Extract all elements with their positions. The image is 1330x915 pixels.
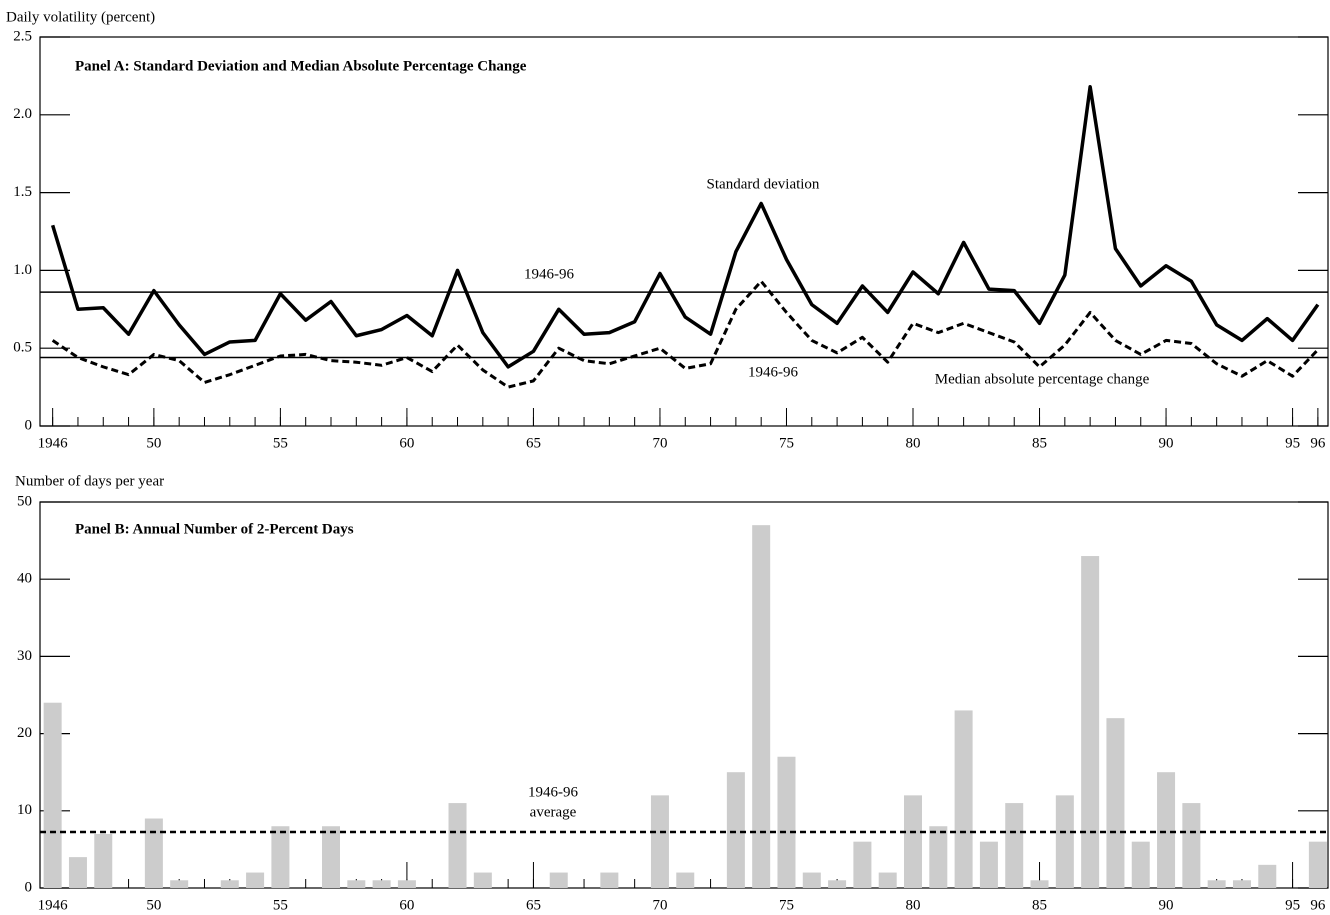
bar: [1081, 556, 1100, 888]
x-tick-label: 96: [1310, 435, 1326, 451]
bar: [777, 756, 796, 888]
line: [50, 85, 1320, 369]
x-tick-label: 90: [1159, 897, 1174, 913]
x-tick-label: 95: [1285, 897, 1300, 913]
bar: [650, 795, 669, 888]
bar: [94, 833, 113, 888]
x-tick-label: 55: [273, 897, 288, 913]
bar: [954, 710, 973, 888]
bar: [372, 880, 391, 888]
y-tick-label: 0: [25, 879, 33, 895]
bar: [322, 826, 341, 888]
x-tick-label: 1946: [38, 897, 69, 913]
y-tick-label: 0: [25, 417, 33, 433]
bar: [1157, 772, 1176, 888]
x-tick-label: 50: [146, 435, 161, 451]
y-tick-label: 1.0: [13, 262, 32, 278]
bar: [1258, 864, 1277, 888]
bar: [448, 803, 467, 888]
bar: [752, 525, 771, 888]
bar: [676, 872, 695, 888]
bar: [170, 880, 189, 888]
bar: [878, 872, 897, 888]
bar: [904, 795, 923, 888]
panel-title: Panel B: Annual Number of 2-Percent Days: [75, 521, 354, 537]
bar: [1182, 803, 1201, 888]
y-tick-label: 2.5: [13, 28, 32, 44]
bar: [271, 826, 290, 888]
bar: [979, 841, 998, 888]
bar: [43, 702, 62, 888]
x-tick-label: 55: [273, 435, 288, 451]
series-label: Median absolute percentage change: [935, 371, 1150, 387]
reference-label: 1946-96: [748, 364, 798, 380]
bar: [802, 872, 821, 888]
x-tick-label: 96: [1310, 897, 1326, 913]
bar: [549, 872, 568, 888]
y-tick-label: 20: [17, 725, 32, 741]
x-tick-label: 65: [526, 897, 541, 913]
x-tick-label: 70: [652, 435, 667, 451]
y-axis-label: Daily volatility (percent): [6, 9, 155, 25]
reference-label: average: [530, 804, 577, 820]
x-tick-label: 90: [1159, 435, 1174, 451]
x-tick-label: 85: [1032, 897, 1047, 913]
bar: [246, 872, 265, 888]
y-tick-label: 2.0: [13, 106, 32, 122]
bar: [144, 818, 163, 888]
bar: [726, 772, 745, 888]
y-tick-label: 0.5: [13, 340, 32, 356]
x-tick-label: 95: [1285, 435, 1300, 451]
bar: [929, 826, 948, 888]
series-label: Standard deviation: [707, 176, 820, 192]
bar: [1308, 841, 1327, 888]
bar: [1055, 795, 1074, 888]
bar: [1005, 803, 1024, 888]
panel-title: Panel A: Standard Deviation and Median A…: [75, 58, 527, 74]
x-tick-label: 1946: [38, 435, 69, 451]
y-tick-label: 40: [17, 571, 32, 587]
bar: [853, 841, 872, 888]
bar: [347, 880, 366, 888]
x-tick-label: 80: [906, 435, 921, 451]
x-tick-label: 60: [399, 897, 414, 913]
plot-frame: [39, 501, 1329, 889]
y-tick-label: 30: [17, 648, 32, 664]
x-tick-label: 60: [399, 435, 414, 451]
x-tick-label: 65: [526, 435, 541, 451]
bar: [1106, 718, 1125, 888]
reference-label: 1946-96: [528, 784, 578, 800]
plot-frame: [39, 36, 1329, 427]
y-tick-label: 1.5: [13, 184, 32, 200]
bar: [473, 872, 492, 888]
bar: [68, 857, 87, 888]
bar: [1030, 880, 1049, 888]
bar: [1131, 841, 1150, 888]
y-tick-label: 50: [17, 493, 32, 509]
x-tick-label: 75: [779, 435, 794, 451]
x-tick-label: 70: [652, 897, 667, 913]
bar: [1232, 880, 1251, 888]
y-axis-label: Number of days per year: [15, 473, 164, 489]
x-tick-label: 50: [146, 897, 161, 913]
bar: [220, 880, 239, 888]
y-tick-label: 10: [17, 802, 32, 818]
bar: [1207, 880, 1226, 888]
x-tick-label: 80: [906, 897, 921, 913]
x-tick-label: 85: [1032, 435, 1047, 451]
bar: [397, 880, 416, 888]
bar: [600, 872, 619, 888]
reference-label: 1946-96: [524, 266, 574, 282]
bar: [828, 880, 847, 888]
x-tick-label: 75: [779, 897, 794, 913]
